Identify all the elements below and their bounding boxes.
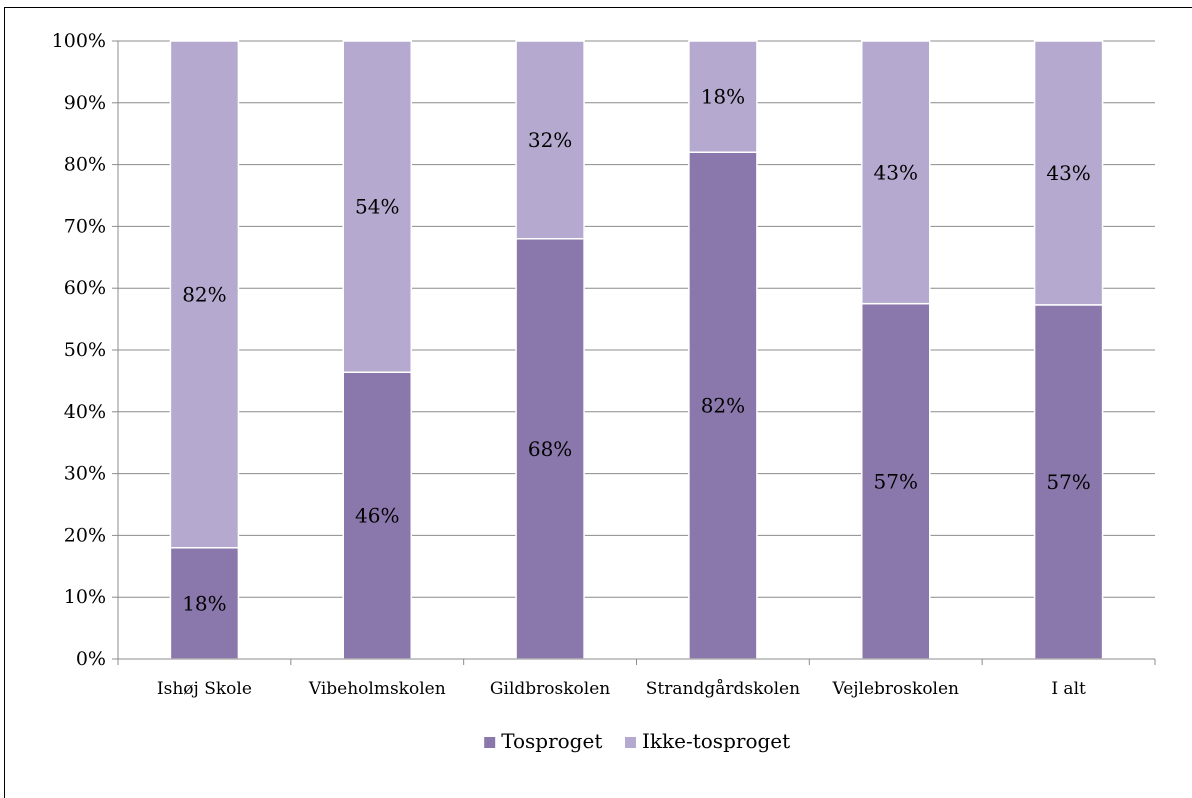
gridlines xyxy=(118,40,1155,598)
x-category-label: Vejlebroskolen xyxy=(832,679,960,699)
bar-segment-ikke-tosproget xyxy=(688,40,758,153)
bar-segment-tosproget xyxy=(169,547,240,660)
y-axis-labels: 0% 10% 20% 30% 40% 50% 60% 70% 80% 90% 100% xyxy=(52,30,106,670)
x-axis-labels: Ishøj Skole Vibeholmskolen Gildbroskolen St… xyxy=(157,679,1086,699)
y-tick-label: 90% xyxy=(64,92,106,114)
y-tick-label: 0% xyxy=(76,648,106,670)
data-label: 54% xyxy=(355,195,399,219)
bar-segment-tosproget xyxy=(342,371,412,660)
bar-segment-tosproget xyxy=(1033,304,1104,660)
chart-frame xyxy=(4,7,1192,798)
bar-segment-ikke-tosproget xyxy=(861,40,931,305)
data-label: 82% xyxy=(701,394,745,418)
y-tick-label: 10% xyxy=(64,586,106,608)
data-label: 57% xyxy=(874,469,918,493)
legend-label: Ikke-tosproget xyxy=(642,729,790,753)
axes xyxy=(112,40,1156,665)
data-label: 57% xyxy=(1046,470,1090,494)
data-label: 68% xyxy=(528,437,572,461)
y-tick-label: 60% xyxy=(64,277,106,299)
bars xyxy=(169,40,1104,660)
bar-segment-tosproget xyxy=(861,302,931,660)
legend-item: Ikke-tosproget xyxy=(625,729,790,753)
legend: Tosproget Ikke-tosproget xyxy=(484,729,790,753)
y-tick-label: 100% xyxy=(52,30,106,52)
bar-segment-ikke-tosproget xyxy=(169,40,240,549)
x-category-label: Gildbroskolen xyxy=(490,679,610,699)
y-tick-label: 80% xyxy=(64,154,106,176)
bar-segment-ikke-tosproget xyxy=(515,40,585,240)
x-category-label: Vibeholmskolen xyxy=(308,679,446,699)
data-label: 46% xyxy=(355,504,399,528)
legend-swatch xyxy=(625,737,636,748)
data-label: 32% xyxy=(528,128,572,152)
data-label: 82% xyxy=(182,282,226,306)
data-labels: 18% 82% 46% 54% 68% 32% 82% 18% 57% 43% 57% 43% xyxy=(182,85,1091,616)
bar-segment-ikke-tosproget xyxy=(342,40,412,373)
y-tick-label: 50% xyxy=(64,339,106,361)
data-label: 18% xyxy=(182,591,226,615)
x-category-label: Strandgårdskolen xyxy=(646,679,800,699)
data-label: 43% xyxy=(874,160,918,184)
legend-item: Tosproget xyxy=(484,729,602,753)
x-category-label: Ishøj Skole xyxy=(157,679,252,699)
data-label: 18% xyxy=(701,85,745,109)
bar-segment-ikke-tosproget xyxy=(1033,40,1104,306)
y-tick-label: 40% xyxy=(64,401,106,423)
data-label: 43% xyxy=(1046,161,1090,185)
legend-swatch xyxy=(484,737,496,748)
y-tick-label: 20% xyxy=(64,524,106,546)
legend-label: Tosproget xyxy=(501,729,602,753)
y-tick-label: 30% xyxy=(64,463,106,485)
bar-segment-tosproget xyxy=(515,238,585,660)
x-category-label: I alt xyxy=(1051,679,1086,699)
y-tick-label: 70% xyxy=(64,215,106,237)
